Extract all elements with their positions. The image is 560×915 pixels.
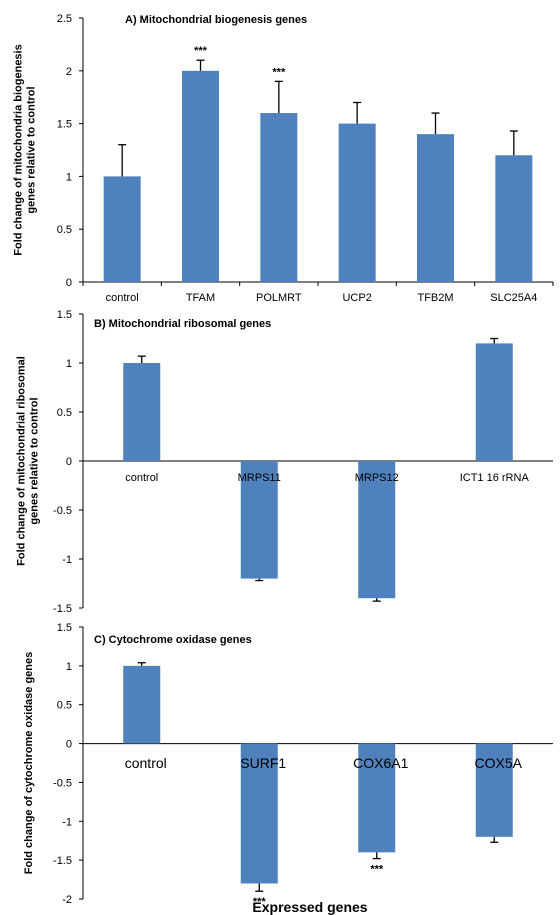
- bar-mrps12: [358, 461, 396, 599]
- bar-tfb2m: [417, 134, 454, 282]
- category-label: POLMRT: [256, 292, 302, 304]
- bar-control: [123, 363, 161, 461]
- y-tick-label: -2: [62, 894, 72, 906]
- category-label: SURF1: [240, 755, 286, 771]
- y-tick-label: 0: [66, 277, 72, 289]
- significance-mark: ***: [194, 45, 208, 57]
- category-label: control: [106, 292, 139, 304]
- bar-ict1-16-rrna: [475, 343, 513, 461]
- y-tick-label: 1.5: [57, 622, 72, 634]
- y-axis-label: Fold change of cytochrome oxidase genes: [23, 652, 35, 875]
- chart-title: C) Cytochrome oxidase genes: [94, 634, 252, 646]
- y-tick-label: 0: [66, 456, 72, 468]
- y-tick-label: -1.5: [53, 603, 72, 615]
- y-tick-label: 1: [66, 661, 72, 673]
- x-axis-label: Expressed genes: [252, 899, 367, 915]
- bar-mrps11: [240, 461, 278, 579]
- category-label: control: [125, 755, 167, 771]
- category-label: SLC25A4: [490, 292, 537, 304]
- bar-control: [123, 665, 161, 744]
- y-tick-label: -1: [62, 554, 72, 566]
- bar-surf1: [240, 743, 278, 884]
- chart-0: 0 0.5 1 1.5 2 2.5 control TFAM *** POLMRT *** UCP2 T…: [13, 13, 554, 304]
- category-label: MRPS12: [355, 472, 399, 484]
- y-axis-label: genes relative to control: [29, 397, 41, 524]
- category-label: TFB2M: [417, 292, 453, 304]
- chart-title: B) Mitochondrial ribosomal genes: [94, 318, 271, 330]
- y-tick-label: 2.5: [57, 13, 72, 25]
- y-tick-label: -0.5: [53, 777, 72, 789]
- y-tick-label: -1.5: [53, 855, 72, 867]
- y-tick-label: 0.5: [57, 224, 72, 236]
- y-tick-label: 0.5: [57, 700, 72, 712]
- category-label: UCP2: [342, 292, 371, 304]
- y-tick-label: 0.5: [57, 407, 72, 419]
- category-label: TFAM: [186, 292, 215, 304]
- bar-control: [103, 176, 141, 282]
- category-label: COX5A: [475, 755, 523, 771]
- bar-ucp2: [338, 123, 376, 282]
- y-tick-label: 1: [66, 171, 72, 183]
- y-tick-label: -0.5: [53, 505, 72, 517]
- significance-mark: ***: [272, 66, 286, 78]
- y-tick-label: 1.5: [57, 309, 72, 321]
- category-label: control: [125, 472, 158, 484]
- y-tick-label: 0: [66, 739, 72, 751]
- chart-title: A) Mitochondrial biogenesis genes: [125, 14, 307, 26]
- y-tick-label: 2: [66, 66, 72, 78]
- bar-cox5a: [475, 743, 513, 837]
- bar-slc25a4: [495, 155, 533, 282]
- bar-cox6a1: [358, 743, 396, 853]
- y-tick-label: 1: [66, 358, 72, 370]
- y-axis-label: genes relative to control: [26, 86, 38, 213]
- bar-polmrt: [260, 113, 298, 282]
- bar-tfam: [182, 70, 219, 282]
- chart-2: -2 -1.5 -1 -0.5 0 0.5 1 1.5 control SURF1 *** COX6A…: [23, 622, 553, 915]
- y-tick-label: 1.5: [57, 119, 72, 131]
- y-axis-label: Fold change of mitochondrial ribosomal: [16, 356, 28, 566]
- category-label: MRPS11: [238, 472, 281, 484]
- significance-mark: ***: [253, 896, 267, 908]
- chart-1: -1.5 -1 -0.5 0 0.5 1 1.5 control MRPS11 MRPS12 ICT…: [16, 309, 553, 615]
- category-label: COX6A1: [353, 755, 408, 771]
- y-axis-label: Fold change of mitochondria biogenesis: [13, 44, 25, 255]
- y-tick-label: -1: [62, 816, 72, 828]
- category-label: ICT1 16 rRNA: [460, 472, 530, 484]
- significance-mark: ***: [370, 864, 384, 876]
